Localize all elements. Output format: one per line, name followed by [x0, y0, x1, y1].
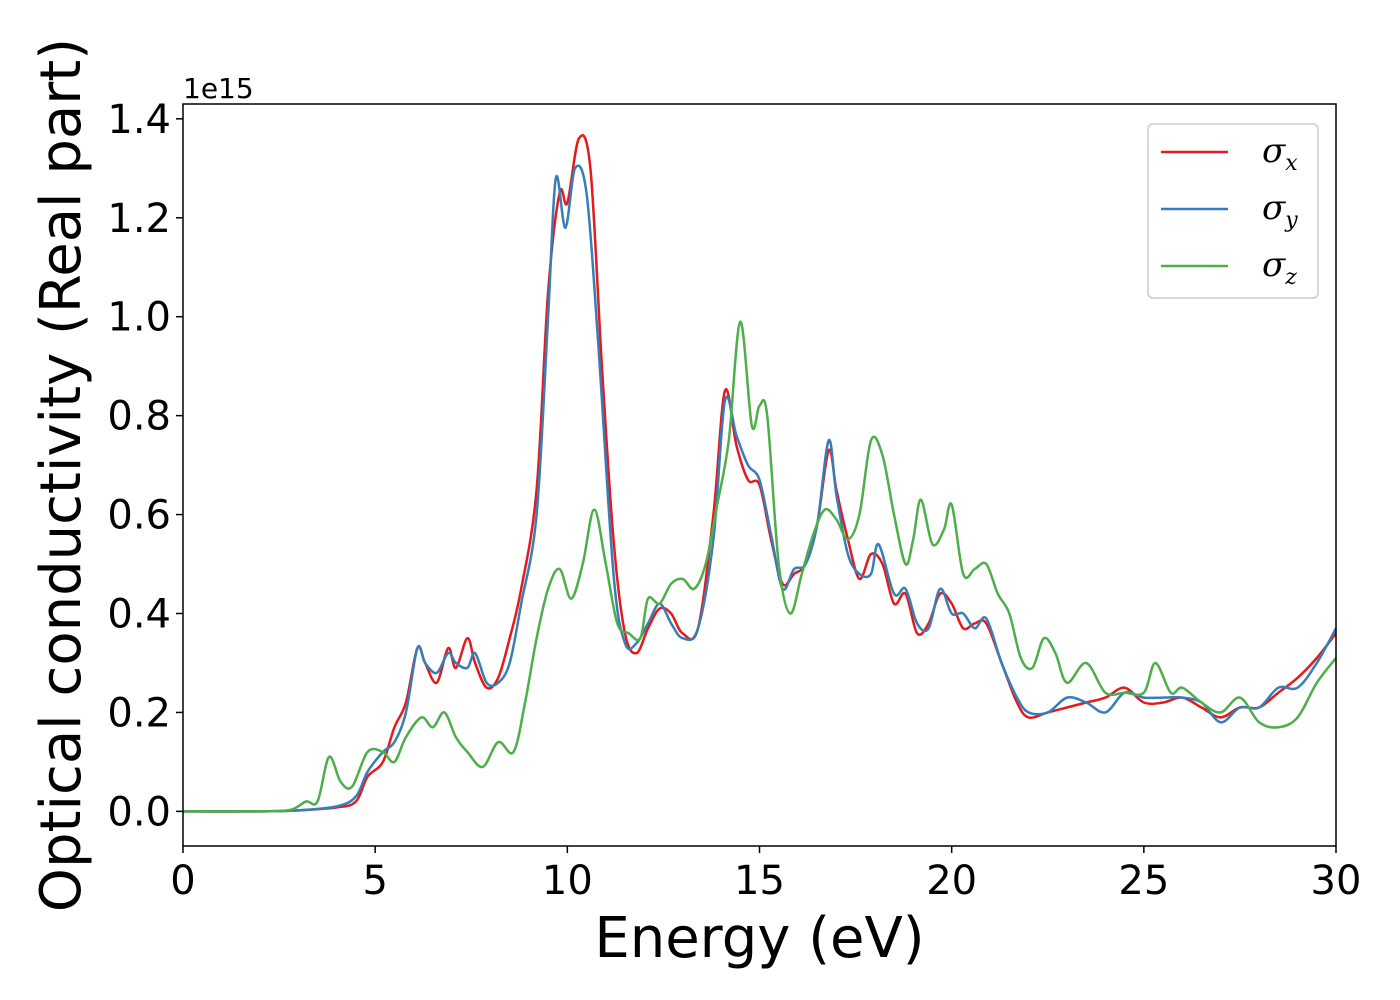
y-tick-label: 0.0 [107, 789, 171, 835]
y-tick-label: 1.4 [107, 97, 171, 143]
x-tick-label: 0 [170, 858, 195, 904]
series-line-y [182, 164, 1338, 813]
x-axis-ticks: 0 5 10 15 20 25 30 [170, 846, 1361, 904]
y-tick-label: 0.6 [107, 493, 171, 539]
y-tick-label: 0.4 [107, 592, 171, 638]
legend-label-x: σx [1262, 131, 1298, 176]
legend-box [1147, 123, 1319, 299]
series-lines [182, 134, 1338, 813]
x-tick-label: 5 [362, 858, 387, 904]
series-line-z [182, 320, 1337, 813]
legend-label-z: σz [1262, 245, 1297, 290]
x-tick-label: 20 [926, 858, 977, 904]
y-axis-title: Optical conductivity (Real part) [29, 38, 94, 912]
plot-frame [182, 103, 1337, 847]
legend-label-y: σy [1262, 188, 1298, 233]
x-axis-title: Energy (eV) [594, 906, 924, 971]
y-offset-label: 1e15 [183, 72, 254, 105]
y-tick-label: 0.8 [107, 394, 171, 440]
legend: σx σy σz [1147, 123, 1319, 299]
y-tick-label: 1.2 [107, 196, 171, 242]
series-line-x [182, 134, 1337, 813]
y-tick-label: 1.0 [107, 295, 171, 341]
x-tick-label: 15 [734, 858, 785, 904]
x-tick-label: 25 [1118, 858, 1169, 904]
x-tick-label: 10 [542, 858, 593, 904]
y-tick-label: 0.2 [107, 690, 171, 736]
y-axis-ticks: 0.0 0.2 0.4 0.6 0.8 1.0 1.2 1.4 [107, 97, 183, 835]
x-tick-label: 30 [1311, 858, 1362, 904]
